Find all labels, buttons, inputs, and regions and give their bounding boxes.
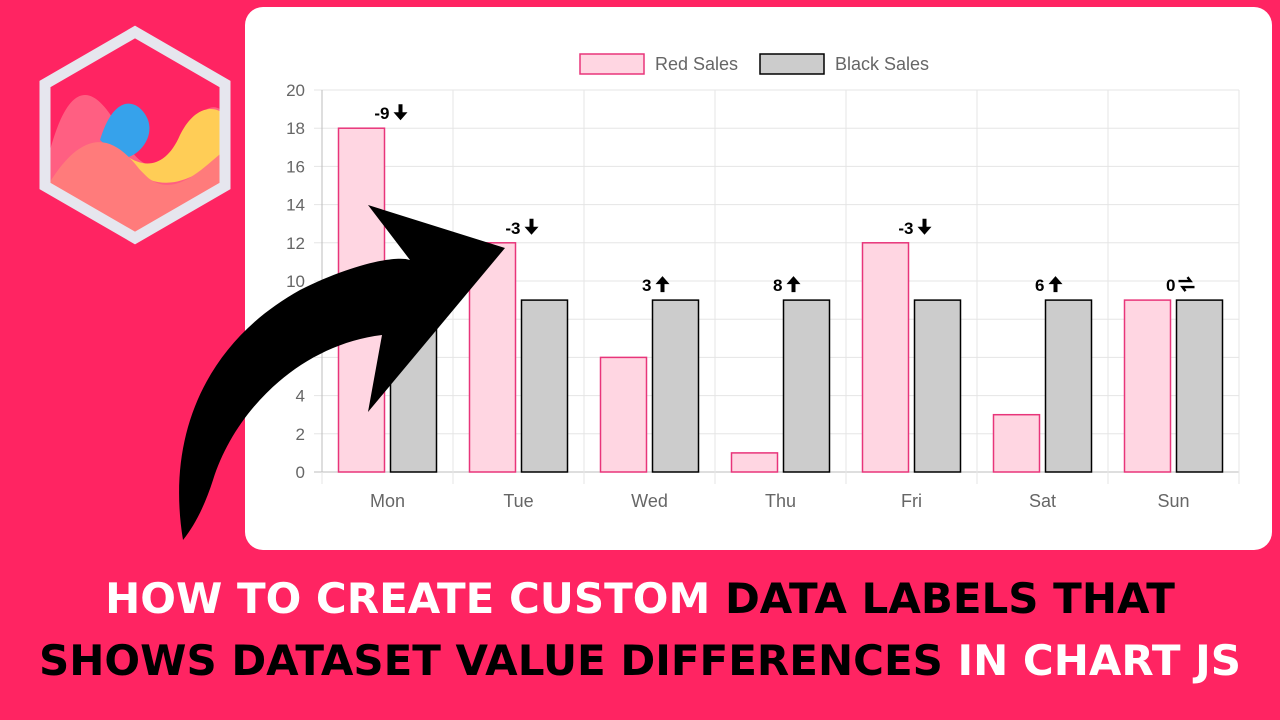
difference-label: 0 — [1166, 276, 1175, 295]
bar-black-sales — [782, 299, 831, 473]
difference-label: 6 — [1035, 276, 1044, 295]
difference-label: -3 — [898, 219, 913, 238]
arrow-down-icon — [393, 104, 408, 121]
y-tick-label: 6 — [296, 348, 305, 367]
difference-label: 3 — [642, 276, 651, 295]
bar-black-sales — [913, 299, 962, 473]
difference-label: -3 — [505, 219, 520, 238]
headline-line-2: SHOWS DATASET VALUE DIFFERENCES IN CHART… — [0, 630, 1280, 692]
bar-red-sales — [730, 452, 779, 473]
y-tick-label: 2 — [296, 425, 305, 444]
bar-black-sales — [651, 299, 700, 473]
y-tick-label: 14 — [286, 196, 305, 215]
bar-red-sales — [1123, 299, 1172, 473]
arrow-up-icon — [786, 276, 801, 293]
y-tick-label: 10 — [286, 272, 305, 291]
bar-red-sales — [861, 242, 910, 473]
y-tick-label: 20 — [286, 81, 305, 100]
bar-black-sales — [1044, 299, 1093, 473]
bar-black-sales — [1175, 299, 1224, 473]
headline-line2-black: SHOWS DATASET VALUE DIFFERENCES — [39, 636, 958, 685]
x-tick-label: Tue — [503, 491, 533, 511]
x-tick-label: Sat — [1029, 491, 1056, 511]
x-tick-label: Sun — [1157, 491, 1189, 511]
bar-red-sales — [468, 242, 517, 473]
y-tick-label: 4 — [296, 387, 305, 406]
arrow-down-icon — [524, 218, 539, 235]
arrows-exchange-icon — [1178, 276, 1195, 292]
bar-black-sales — [389, 299, 438, 473]
x-tick-label: Wed — [631, 491, 668, 511]
headline-line2-white: IN CHART JS — [957, 636, 1241, 685]
legend-swatch — [759, 53, 825, 75]
bar-chart: 0 2 4 6 8 10 12 14 16 18 20 Mon Tue Wed Thu Fri Sat Sun -9… — [286, 53, 1240, 511]
y-tick-label: 0 — [296, 463, 305, 482]
legend-label: Red Sales — [655, 54, 738, 74]
y-tick-label: 16 — [286, 157, 305, 176]
x-tick-label: Fri — [901, 491, 922, 511]
headline: HOW TO CREATE CUSTOM DATA LABELS THAT SH… — [0, 568, 1280, 692]
legend-swatch — [579, 53, 645, 75]
arrow-up-icon — [655, 276, 670, 293]
headline-line1-black: DATA LABELS THAT — [724, 574, 1175, 623]
legend-label: Black Sales — [835, 54, 929, 74]
bar-red-sales — [337, 127, 386, 473]
x-tick-label: Mon — [370, 491, 405, 511]
bar-red-sales — [599, 356, 648, 473]
difference-label: 8 — [773, 276, 782, 295]
difference-label: -9 — [374, 104, 389, 123]
arrow-up-icon — [1048, 276, 1063, 293]
headline-line1-white: HOW TO CREATE CUSTOM — [105, 574, 725, 623]
bar-red-sales — [992, 413, 1041, 473]
arrow-down-icon — [917, 218, 932, 235]
chart-card: 0 2 4 6 8 10 12 14 16 18 20 Mon Tue Wed Thu Fri Sat Sun -9… — [245, 7, 1272, 550]
y-tick-label: 8 — [296, 310, 305, 329]
chartjs-logo-icon — [39, 25, 231, 245]
bar-black-sales — [520, 299, 569, 473]
y-tick-label: 12 — [286, 234, 305, 253]
y-tick-label: 18 — [286, 119, 305, 138]
headline-line-1: HOW TO CREATE CUSTOM DATA LABELS THAT — [0, 568, 1280, 630]
x-tick-label: Thu — [765, 491, 796, 511]
